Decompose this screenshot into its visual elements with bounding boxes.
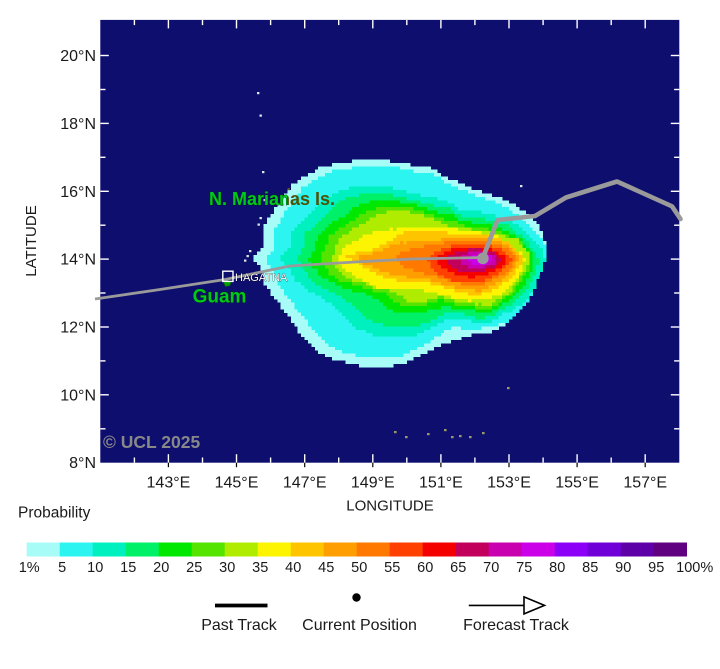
svg-text:14°N: 14°N — [60, 252, 96, 269]
svg-text:145°E: 145°E — [215, 475, 259, 492]
svg-text:LATITUDE: LATITUDE — [23, 205, 40, 276]
svg-text:LONGITUDE: LONGITUDE — [346, 498, 434, 515]
svg-text:N. Marianas Is.: N. Marianas Is. — [209, 189, 335, 209]
svg-text:20°N: 20°N — [60, 48, 96, 65]
svg-text:N. Marianas Is.: N. Marianas Is. — [209, 189, 335, 209]
svg-text:35: 35 — [252, 560, 268, 576]
svg-text:16°N: 16°N — [60, 184, 96, 201]
svg-text:45: 45 — [318, 560, 334, 576]
svg-text:85: 85 — [582, 560, 598, 576]
svg-text:15: 15 — [120, 560, 136, 576]
svg-text:20: 20 — [153, 560, 169, 576]
svg-text:Current Position: Current Position — [302, 617, 417, 634]
svg-text:70: 70 — [483, 560, 499, 576]
svg-text:10°N: 10°N — [60, 387, 96, 404]
svg-text:30: 30 — [219, 560, 235, 576]
svg-text:143°E: 143°E — [147, 475, 191, 492]
svg-text:151°E: 151°E — [419, 475, 463, 492]
svg-text:80: 80 — [549, 560, 565, 576]
svg-text:157°E: 157°E — [623, 475, 667, 492]
svg-text:25: 25 — [186, 560, 202, 576]
svg-text:Guam: Guam — [193, 287, 247, 308]
svg-text:Forecast Track: Forecast Track — [463, 617, 570, 634]
svg-text:Past Track: Past Track — [201, 617, 278, 634]
svg-text:100%: 100% — [676, 560, 713, 576]
svg-text:5: 5 — [58, 560, 66, 576]
svg-text:10: 10 — [87, 560, 103, 576]
svg-text:50: 50 — [351, 560, 367, 576]
svg-text:1%: 1% — [19, 560, 40, 576]
svg-text:149°E: 149°E — [351, 475, 395, 492]
svg-text:55: 55 — [384, 560, 400, 576]
svg-text:95: 95 — [648, 560, 664, 576]
svg-text:Probability: Probability — [18, 505, 91, 522]
svg-text:© UCL 2025: © UCL 2025 — [103, 432, 200, 452]
svg-text:75: 75 — [516, 560, 532, 576]
svg-text:12°N: 12°N — [60, 320, 96, 337]
svg-text:8°N: 8°N — [69, 455, 96, 472]
svg-text:HAGATNA: HAGATNA — [235, 272, 288, 284]
svg-text:18°N: 18°N — [60, 116, 96, 133]
svg-text:40: 40 — [285, 560, 301, 576]
svg-text:65: 65 — [450, 560, 466, 576]
svg-text:153°E: 153°E — [487, 475, 531, 492]
svg-text:60: 60 — [417, 560, 433, 576]
svg-text:90: 90 — [615, 560, 631, 576]
svg-text:155°E: 155°E — [555, 475, 599, 492]
svg-text:147°E: 147°E — [283, 475, 327, 492]
